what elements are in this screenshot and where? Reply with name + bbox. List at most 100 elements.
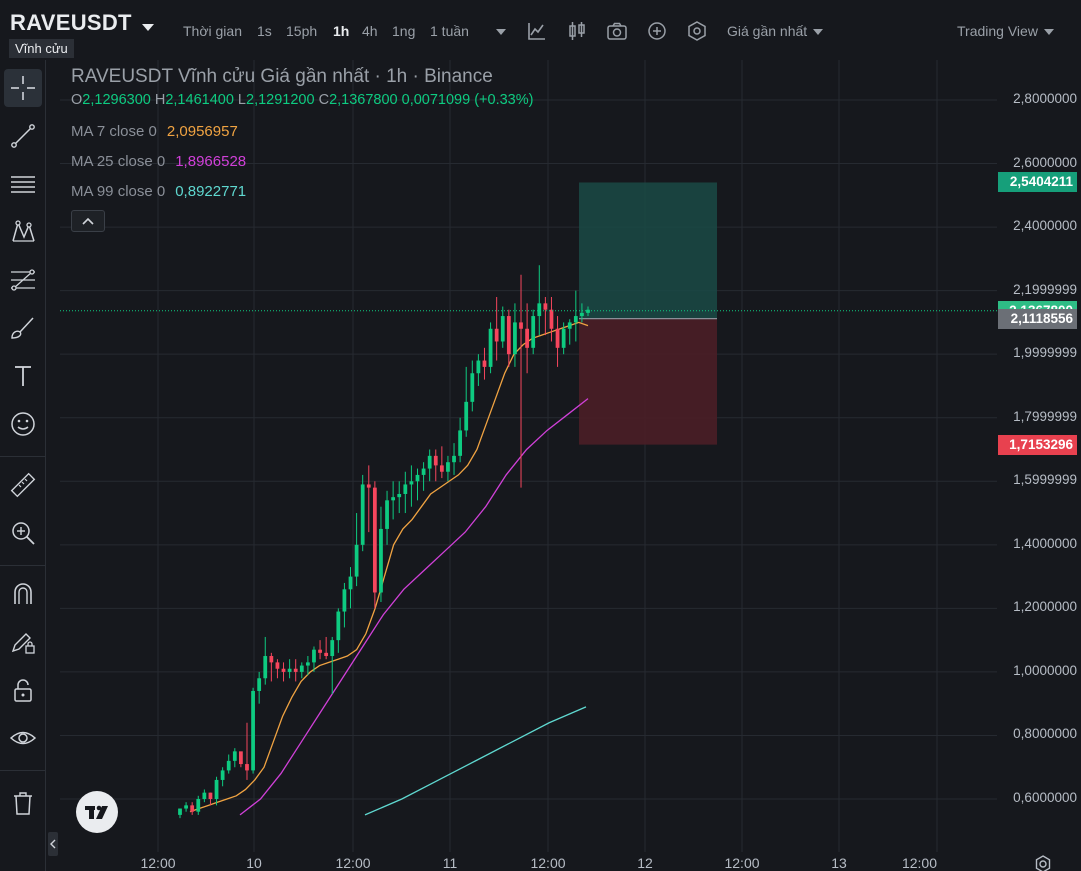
view-mode-dropdown[interactable]: Trading View xyxy=(957,23,1054,39)
candle-body xyxy=(446,462,450,472)
price-tick-label: 1,0000000 xyxy=(1013,662,1077,678)
candles xyxy=(178,265,590,819)
candle-body xyxy=(385,500,389,529)
candle-body xyxy=(519,322,523,329)
crosshair-tool[interactable] xyxy=(4,69,42,107)
candle-body xyxy=(409,481,414,485)
candle-body xyxy=(360,484,365,545)
chevron-down-icon xyxy=(1043,29,1054,36)
ma7-value: 2,0956957 xyxy=(166,122,238,140)
candle-body xyxy=(324,652,329,657)
price-tag: 2,1118556 xyxy=(998,308,1077,329)
indicators-icon[interactable] xyxy=(526,20,548,42)
symbol-dropdown-icon[interactable] xyxy=(142,24,154,31)
text-tool[interactable] xyxy=(4,357,42,395)
candle-body xyxy=(208,792,213,799)
brush-tool[interactable] xyxy=(4,309,42,347)
open-value: 2,1296300 xyxy=(82,92,151,108)
change-value: 0,0071099 (+0.33%) xyxy=(401,92,534,108)
chart-canvas[interactable] xyxy=(60,60,997,852)
interval-1d[interactable]: 1ng xyxy=(392,23,416,39)
candle-body xyxy=(336,611,341,641)
candle-body xyxy=(531,316,536,348)
lock-drawing-tool[interactable] xyxy=(4,623,42,661)
candle-body xyxy=(245,764,249,771)
camera-icon[interactable] xyxy=(606,20,628,42)
price-tick-label: 0,8000000 xyxy=(1013,726,1077,742)
candle-body xyxy=(220,770,225,780)
candle-body xyxy=(415,474,420,482)
chart-svg xyxy=(60,60,997,852)
candle-body xyxy=(397,493,402,498)
ma99-row[interactable]: MA 99 close 0 0,8922771 xyxy=(71,176,533,206)
zoom-tool[interactable] xyxy=(4,514,42,552)
open-label: O xyxy=(71,92,83,108)
candle-body xyxy=(312,649,316,663)
collapse-toolbar-button[interactable] xyxy=(48,832,58,856)
candle-body xyxy=(464,401,469,431)
time-tick-label: 12:00 xyxy=(530,855,566,871)
interval-1w[interactable]: 1 tuần xyxy=(430,23,469,39)
fib-tool[interactable] xyxy=(4,261,42,299)
time-axis[interactable]: 12:00 10 12:00 11 12:00 12 12:00 13 12:00 xyxy=(46,852,997,871)
candle-body xyxy=(178,808,182,815)
perpetual-badge: Vĩnh cửu xyxy=(9,39,74,58)
trendline-icon xyxy=(11,124,35,148)
brush-icon xyxy=(11,317,34,339)
candle-body xyxy=(421,468,426,475)
interval-1h[interactable]: 1h xyxy=(333,23,350,39)
gear-icon[interactable] xyxy=(1034,855,1052,871)
smiley-icon xyxy=(11,412,35,436)
chevron-down-icon xyxy=(813,29,824,36)
magnet-tool[interactable] xyxy=(4,575,42,613)
horizontal-lines-tool[interactable] xyxy=(4,165,42,203)
price-tick-label: 2,4000000 xyxy=(1013,218,1077,234)
horizontal-lines-icon xyxy=(11,176,35,193)
price-tick-label: 1,4000000 xyxy=(1013,535,1077,551)
candle-body xyxy=(488,328,493,367)
toolbar-divider xyxy=(0,456,46,457)
time-tick-label: 12:00 xyxy=(335,855,371,871)
candle-body xyxy=(506,316,511,355)
interval-15m[interactable]: 15ph xyxy=(286,23,318,39)
price-type-dropdown[interactable]: Giá gần nhất xyxy=(727,23,824,39)
ma7-line xyxy=(189,321,589,813)
ruler-tool[interactable] xyxy=(4,466,42,504)
ma99-line xyxy=(364,706,587,816)
chevron-left-icon xyxy=(50,839,56,849)
collapse-legend-button[interactable] xyxy=(71,210,105,232)
candle-type-icon[interactable] xyxy=(566,20,588,42)
candle-body xyxy=(299,665,304,672)
emoji-tool[interactable] xyxy=(4,405,42,443)
ma25-row[interactable]: MA 25 close 0 1,8966528 xyxy=(71,146,533,176)
lock-tool[interactable] xyxy=(4,671,42,709)
candle-body xyxy=(287,668,292,672)
pattern-tool[interactable] xyxy=(4,213,42,251)
interval-1s[interactable]: 1s xyxy=(257,23,272,39)
ma7-row[interactable]: MA 7 close 0 2,0956957 xyxy=(71,116,533,146)
candle-body xyxy=(342,589,347,612)
ohlc-row: O2,1296300 H2,1461400 L2,1291200 C2,1367… xyxy=(71,92,533,116)
delete-tool[interactable] xyxy=(4,784,42,822)
price-axis[interactable]: 2,8000000 2,6000000 2,4000000 2,1999999 1,99… xyxy=(997,60,1081,852)
candle-body xyxy=(214,779,219,799)
magnet-icon xyxy=(14,583,32,604)
top-toolbar: RAVEUSDT Vĩnh cửu Thời gian 1s 15ph 1h 4… xyxy=(0,0,1081,60)
candle-body xyxy=(275,662,280,669)
candle-body xyxy=(567,322,572,329)
candle-body xyxy=(226,760,231,771)
symbol-title[interactable]: RAVEUSDT xyxy=(10,10,132,35)
settings-hex-icon[interactable] xyxy=(686,20,708,42)
candle-body xyxy=(549,309,554,329)
legend-title: RAVEUSDT Vĩnh cửu Giá gần nhất · 1h · Bi… xyxy=(71,66,493,87)
price-tick-label: 1,5999999 xyxy=(1013,472,1077,488)
tradingview-logo[interactable] xyxy=(76,791,118,833)
interval-4h[interactable]: 4h xyxy=(362,23,378,39)
time-interval-label[interactable]: Thời gian xyxy=(183,23,242,39)
trendline-tool[interactable] xyxy=(4,117,42,155)
visibility-tool[interactable] xyxy=(4,719,42,757)
add-icon[interactable] xyxy=(646,20,668,42)
more-intervals-icon[interactable] xyxy=(490,23,506,39)
zoom-in-icon xyxy=(12,522,35,545)
candle-body xyxy=(427,455,432,469)
